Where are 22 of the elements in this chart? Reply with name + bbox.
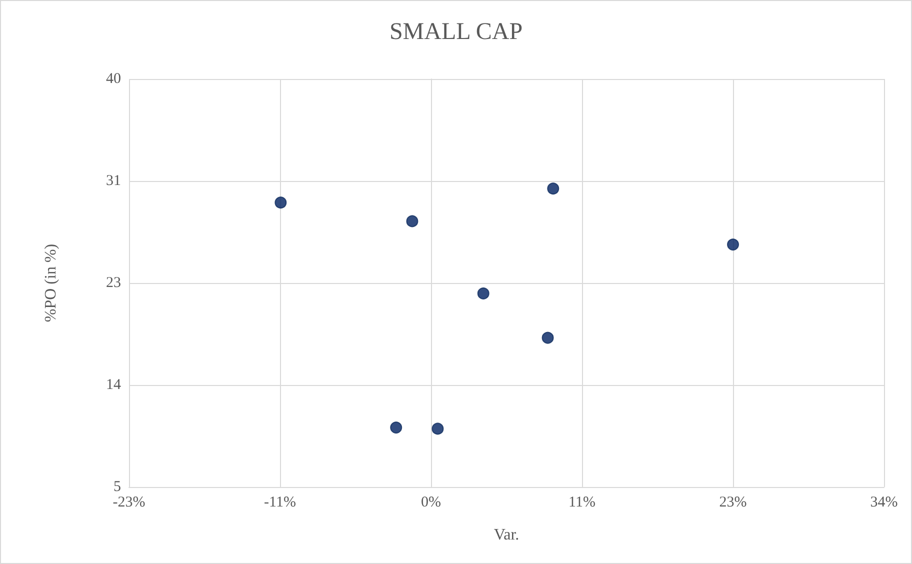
chart-title: SMALL CAP — [389, 19, 523, 45]
x-tick-label: 34% — [870, 494, 898, 510]
x-tick-label: -23% — [112, 494, 146, 510]
x-tick-label: 0% — [421, 494, 441, 510]
point — [547, 182, 560, 195]
y-axis-title: %PO (in %) — [42, 244, 60, 322]
point — [274, 196, 287, 209]
y-tick-label: 23 — [106, 275, 121, 291]
point — [477, 287, 490, 300]
x-axis-title: Var. — [494, 526, 520, 544]
y-tick-label: 14 — [106, 377, 122, 393]
x-tick-label: 23% — [719, 494, 747, 510]
point — [406, 215, 418, 228]
x-tick-label: -11% — [264, 494, 296, 510]
point — [432, 422, 444, 435]
y-tick-label: 40 — [106, 71, 121, 87]
point — [727, 238, 739, 251]
point — [390, 422, 402, 434]
y-tick-label: 5 — [114, 479, 121, 495]
point — [542, 332, 554, 344]
x-tick-label: 11% — [568, 494, 596, 510]
y-tick-label: 31 — [106, 173, 121, 189]
